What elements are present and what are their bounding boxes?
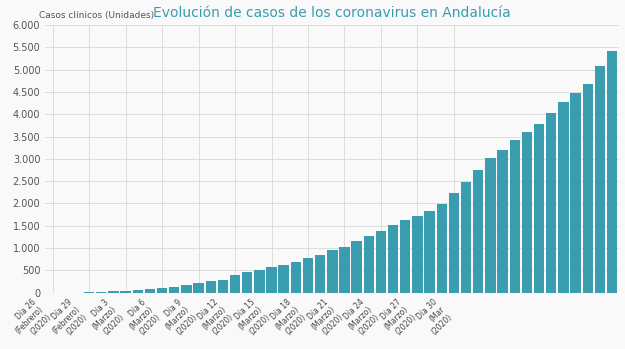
Bar — [327, 250, 338, 293]
Bar — [266, 267, 277, 293]
Bar — [315, 255, 326, 293]
Bar — [607, 51, 618, 293]
Bar — [509, 140, 520, 293]
Bar — [376, 231, 386, 293]
Bar — [339, 247, 349, 293]
Bar — [303, 258, 313, 293]
Bar — [121, 290, 131, 293]
Bar — [193, 283, 204, 293]
Bar — [144, 289, 155, 293]
Bar — [217, 280, 228, 293]
Y-axis label: Casos clínicos (Unidades): Casos clínicos (Unidades) — [39, 10, 154, 20]
Bar — [498, 150, 508, 293]
Bar — [291, 262, 301, 293]
Bar — [242, 272, 252, 293]
Bar — [522, 132, 532, 293]
Bar — [206, 281, 216, 293]
Bar — [400, 221, 411, 293]
Bar — [424, 210, 435, 293]
Bar — [84, 292, 94, 293]
Bar — [169, 287, 179, 293]
Bar — [571, 93, 581, 293]
Bar — [96, 292, 106, 293]
Bar — [388, 225, 398, 293]
Bar — [486, 158, 496, 293]
Bar — [157, 288, 167, 293]
Bar — [351, 242, 362, 293]
Bar — [595, 66, 605, 293]
Bar — [230, 275, 240, 293]
Bar — [181, 285, 191, 293]
Bar — [279, 265, 289, 293]
Bar — [437, 205, 447, 293]
Title: Evolución de casos de los coronavirus en Andalucía: Evolución de casos de los coronavirus en… — [154, 6, 511, 20]
Bar — [473, 170, 484, 293]
Bar — [461, 182, 471, 293]
Bar — [449, 193, 459, 293]
Bar — [254, 269, 264, 293]
Bar — [558, 102, 569, 293]
Bar — [132, 290, 143, 293]
Bar — [546, 113, 556, 293]
Bar — [364, 236, 374, 293]
Bar — [412, 216, 422, 293]
Bar — [534, 124, 544, 293]
Bar — [108, 291, 119, 293]
Bar — [582, 84, 593, 293]
